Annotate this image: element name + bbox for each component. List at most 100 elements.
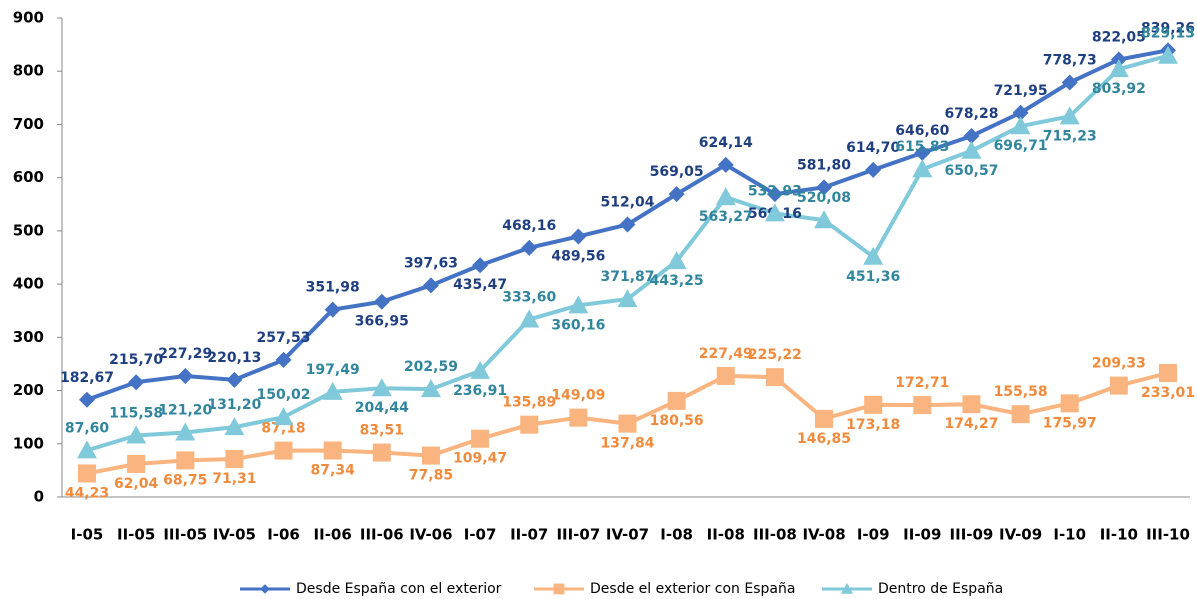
x-tick-label: II-09 bbox=[903, 526, 941, 544]
y-tick-label: 700 bbox=[13, 115, 44, 133]
data-label: 204,44 bbox=[355, 400, 409, 416]
marker bbox=[78, 464, 96, 483]
marker bbox=[322, 381, 343, 400]
marker bbox=[420, 379, 441, 398]
marker bbox=[913, 396, 932, 415]
y-tick-label: 100 bbox=[13, 434, 44, 452]
marker bbox=[260, 584, 270, 594]
marker bbox=[323, 441, 342, 460]
data-label: 220,13 bbox=[207, 350, 261, 366]
marker bbox=[716, 366, 735, 385]
data-label: 71,31 bbox=[212, 471, 256, 487]
data-label: 150,02 bbox=[257, 387, 311, 403]
data-label: 175,97 bbox=[1043, 415, 1097, 431]
data-label: 443,25 bbox=[650, 273, 704, 289]
marker bbox=[766, 186, 783, 203]
data-label: 333,60 bbox=[502, 289, 556, 305]
data-label: 829,13 bbox=[1141, 26, 1195, 42]
marker bbox=[371, 378, 392, 397]
data-label: 146,85 bbox=[797, 431, 851, 447]
data-label: 227,29 bbox=[158, 346, 212, 362]
data-label: 715,23 bbox=[1043, 128, 1097, 144]
x-tick-label: I-05 bbox=[71, 526, 104, 544]
marker bbox=[717, 156, 734, 173]
data-label: 520,08 bbox=[797, 190, 851, 206]
x-tick-label: I-10 bbox=[1053, 526, 1086, 544]
data-label: 225,22 bbox=[748, 347, 802, 363]
data-label: 696,71 bbox=[994, 138, 1048, 154]
marker bbox=[963, 128, 980, 145]
data-label: 451,36 bbox=[846, 269, 900, 285]
y-tick-label: 300 bbox=[13, 328, 44, 346]
data-label: 366,95 bbox=[355, 314, 409, 330]
marker bbox=[912, 159, 933, 178]
data-label: 397,63 bbox=[404, 255, 458, 271]
marker bbox=[864, 395, 883, 414]
data-label: 209,33 bbox=[1092, 356, 1146, 372]
x-tick-label: I-08 bbox=[660, 526, 693, 544]
x-tick-label: III-05 bbox=[163, 526, 207, 544]
y-tick-label: 400 bbox=[13, 275, 44, 293]
x-tick-label: I-07 bbox=[464, 526, 497, 544]
data-label: 778,73 bbox=[1043, 53, 1097, 69]
data-label: 569,05 bbox=[650, 164, 704, 180]
marker bbox=[841, 583, 853, 594]
marker bbox=[1010, 116, 1031, 135]
data-label: 87,18 bbox=[261, 421, 305, 437]
data-label: 173,18 bbox=[846, 417, 900, 433]
marker bbox=[865, 161, 882, 178]
marker bbox=[962, 395, 981, 414]
marker bbox=[666, 251, 687, 270]
marker bbox=[816, 179, 833, 196]
x-tick-label: II-10 bbox=[1100, 526, 1138, 544]
marker bbox=[226, 371, 243, 388]
y-tick-label: 200 bbox=[13, 381, 44, 399]
x-tick-label: III-07 bbox=[556, 526, 600, 544]
marker bbox=[570, 228, 587, 245]
marker bbox=[764, 203, 785, 222]
marker bbox=[569, 408, 588, 427]
marker bbox=[275, 351, 292, 368]
y-tick-label: 900 bbox=[13, 9, 44, 27]
marker bbox=[553, 583, 565, 595]
marker bbox=[176, 451, 195, 470]
marker bbox=[79, 391, 95, 408]
marker bbox=[814, 210, 835, 229]
marker bbox=[1012, 104, 1029, 121]
marker bbox=[1059, 106, 1080, 125]
data-label: 44,23 bbox=[65, 485, 109, 501]
marker bbox=[1109, 376, 1128, 395]
marker bbox=[521, 239, 538, 256]
data-label: 581,80 bbox=[797, 157, 851, 173]
y-tick-label: 800 bbox=[13, 62, 44, 80]
marker bbox=[470, 360, 491, 379]
y-tick-label: 500 bbox=[13, 221, 44, 239]
marker bbox=[1108, 59, 1129, 78]
data-label: 172,71 bbox=[895, 375, 949, 391]
x-tick-label: IV-09 bbox=[999, 526, 1042, 544]
x-tick-label: II-05 bbox=[117, 526, 155, 544]
data-label: 68,75 bbox=[163, 472, 207, 488]
marker bbox=[77, 440, 97, 459]
data-label: 83,51 bbox=[360, 423, 404, 439]
marker bbox=[715, 187, 736, 206]
marker bbox=[863, 246, 884, 265]
legend-label: Desde España con el exterior bbox=[296, 581, 502, 597]
marker bbox=[421, 446, 440, 465]
data-label: 721,95 bbox=[994, 83, 1048, 99]
marker bbox=[273, 407, 294, 426]
data-label: 115,58 bbox=[109, 405, 163, 421]
marker bbox=[127, 454, 146, 473]
data-label: 468,16 bbox=[502, 218, 556, 234]
marker bbox=[1011, 405, 1030, 424]
marker bbox=[668, 186, 685, 203]
data-label: 149,09 bbox=[551, 388, 605, 404]
marker bbox=[914, 144, 931, 161]
marker bbox=[274, 441, 293, 460]
data-label: 615,83 bbox=[895, 139, 949, 155]
data-label: 197,49 bbox=[306, 362, 360, 378]
marker bbox=[128, 374, 145, 391]
x-tick-label: III-09 bbox=[950, 526, 994, 544]
data-label: 257,53 bbox=[257, 330, 311, 346]
x-tick-label: IV-08 bbox=[802, 526, 845, 544]
